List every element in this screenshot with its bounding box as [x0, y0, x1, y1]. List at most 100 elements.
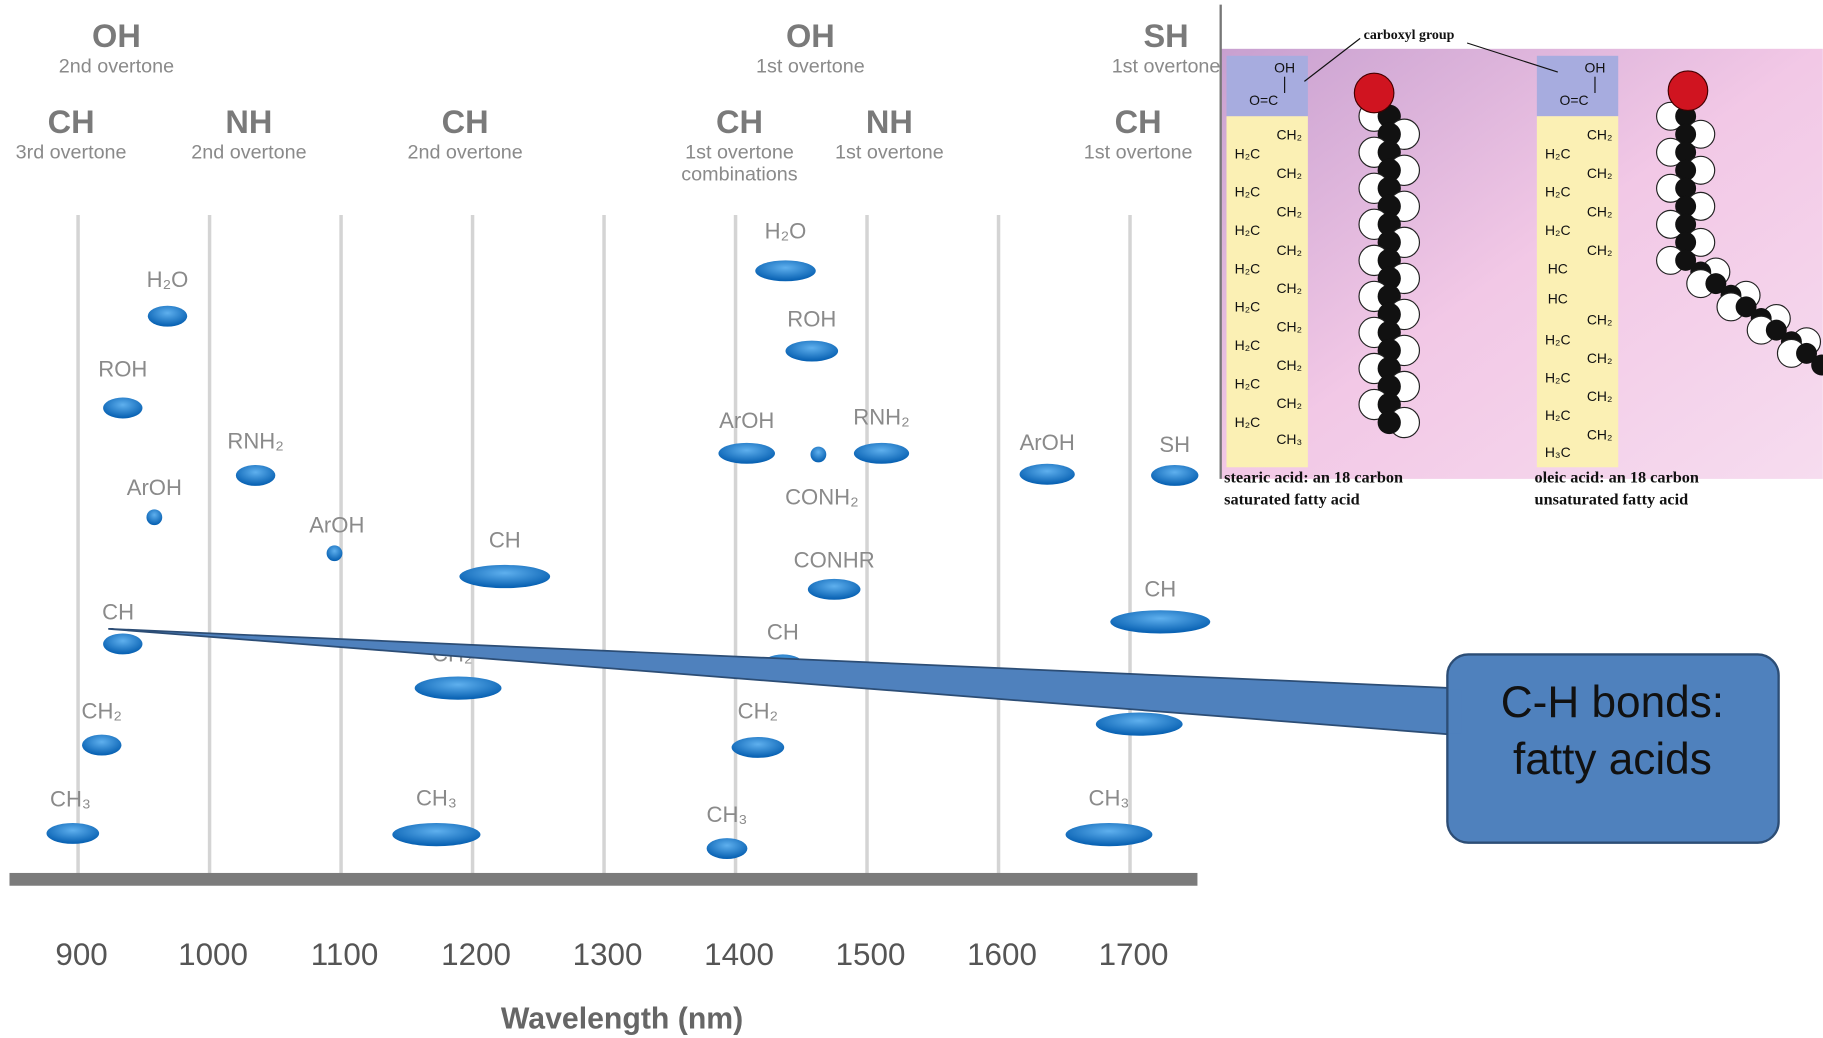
overtone: 1st overtone [685, 142, 794, 164]
band-label: RNH₂ [227, 429, 283, 454]
formula: CH₂ [1587, 312, 1613, 328]
formula: CH₂ [1587, 242, 1613, 258]
x-tick-label: 1500 [836, 937, 906, 972]
atom [1378, 411, 1401, 434]
band-label: CH [102, 600, 134, 625]
band [810, 447, 826, 463]
band-label: CH₃ [50, 787, 91, 812]
band [1096, 713, 1183, 736]
band-group: NH [225, 104, 272, 140]
band [808, 579, 861, 600]
band [327, 545, 343, 561]
caption: oleic acid: an 18 carbon [1535, 469, 1699, 487]
formula: H₂C [1235, 222, 1261, 238]
formula: CH₂ [1276, 127, 1302, 143]
overtone: 1st overtone [1084, 142, 1193, 164]
band-label: RNH₂ [853, 404, 909, 429]
callout-cover [1450, 689, 1462, 733]
atom [1354, 73, 1394, 113]
band [47, 823, 100, 844]
caption: saturated fatty acid [1224, 491, 1360, 509]
formula: H₂C [1235, 299, 1261, 315]
overtone: 1st overtone [1112, 56, 1221, 78]
band-group: OH [92, 18, 141, 54]
band-group: CH [1115, 104, 1162, 140]
formula: CH₂ [1587, 165, 1613, 181]
formula: H₂C [1545, 184, 1571, 200]
formula: H₂C [1235, 337, 1261, 353]
band-label: CH [489, 527, 521, 552]
formula: CH₃ [1276, 431, 1302, 447]
x-tick-label: 1100 [311, 937, 378, 972]
overtone: 2nd overtone [407, 142, 522, 164]
band [415, 677, 502, 700]
formula: CH₂ [1587, 203, 1613, 219]
band-label: ArOH [1020, 430, 1075, 455]
overtone: 2nd overtone [59, 56, 174, 78]
x-tick-label: 1000 [178, 937, 248, 972]
caption: stearic acid: an 18 carbon [1224, 469, 1403, 487]
band-label: CH₂ [738, 698, 778, 723]
band-group: NH [866, 104, 913, 140]
band [1151, 465, 1198, 486]
formula: HC [1548, 260, 1568, 276]
overtone: combinations [681, 164, 797, 186]
band [755, 260, 815, 281]
band [392, 823, 480, 846]
formula: H₂C [1235, 145, 1261, 161]
formula: H₂C [1545, 407, 1571, 423]
formula: HC [1548, 291, 1568, 307]
formula: CH₂ [1276, 242, 1302, 258]
band-label: ArOH [127, 475, 182, 500]
band-label: CH [767, 619, 799, 644]
band [459, 565, 550, 588]
band [854, 443, 909, 464]
x-tick-label: 1700 [1099, 937, 1169, 972]
band-label: ArOH [719, 408, 774, 433]
band-group: OH [786, 18, 835, 54]
formula: CH₂ [1276, 165, 1302, 181]
formula: OH [1274, 59, 1295, 75]
band-label: CH₂ [82, 698, 122, 723]
band-group: CH [716, 104, 763, 140]
callout-pointer [108, 629, 1453, 735]
band-label: CH₃ [416, 786, 457, 811]
formula: CH₂ [1276, 318, 1302, 334]
band [146, 509, 162, 525]
band-label: CONHR [794, 547, 875, 572]
band-label: SH [1159, 432, 1190, 457]
band-label: ROH [787, 307, 836, 332]
formula: O=C [1560, 92, 1589, 108]
formula: CH₂ [1276, 203, 1302, 219]
band-label: H₂O [765, 218, 807, 243]
diagram: 90010001100120013001400150016001700 H₂OR… [0, 0, 1823, 1038]
overtone: 3rd overtone [16, 142, 127, 164]
formula: H₂C [1235, 375, 1261, 391]
band-label: ArOH [309, 512, 364, 537]
formula: H₂C [1545, 222, 1571, 238]
overtone: 1st overtone [756, 56, 865, 78]
formula: CH₂ [1276, 280, 1302, 296]
x-tick-label: 1600 [967, 937, 1037, 972]
formula: CH₂ [1276, 357, 1302, 373]
overtone: 1st overtone [835, 142, 944, 164]
band-label: CONH₂ [785, 484, 859, 509]
band-group: CH [442, 104, 489, 140]
atom [1668, 71, 1708, 111]
overtone: 2nd overtone [191, 142, 306, 164]
formula: CH₂ [1587, 388, 1613, 404]
formula: H₂C [1235, 184, 1261, 200]
band [718, 443, 775, 464]
callout-text: C-H bonds: [1501, 678, 1724, 727]
x-tick-label: 1300 [573, 937, 643, 972]
band-group: SH [1143, 18, 1188, 54]
x-tick-label: 900 [55, 937, 107, 972]
formula: H₃C [1545, 444, 1571, 460]
band [1110, 610, 1210, 633]
band [732, 737, 785, 758]
axis-label: Wavelength (nm) [501, 1003, 743, 1036]
band-label: H₂O [147, 267, 189, 292]
caption: unsaturated fatty acid [1535, 491, 1689, 509]
callout-text: fatty acids [1513, 735, 1712, 784]
annotation: carboxyl group [1364, 28, 1455, 43]
